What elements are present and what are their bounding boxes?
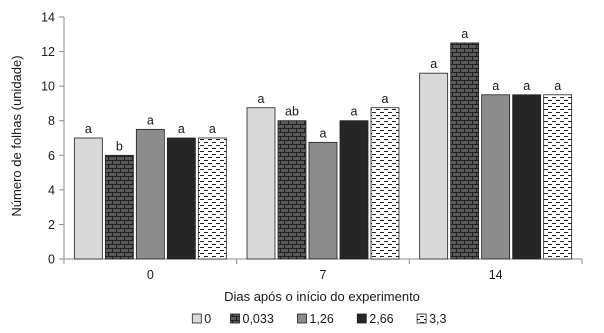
legend-swatch [297, 313, 307, 324]
bar [104, 154, 134, 260]
y-tick-label: 2 [48, 218, 55, 232]
significance-letter: a [554, 79, 561, 93]
bar-series-group [73, 42, 573, 260]
bar [277, 120, 307, 260]
x-tick-label: 7 [320, 268, 327, 282]
y-tick-label: 6 [48, 149, 55, 163]
y-axis-ticks: 0 2 4 6 8 10 12 14 [41, 11, 64, 267]
bar [135, 128, 165, 260]
significance-letter: ab [285, 105, 299, 119]
bar [512, 94, 542, 260]
bar [419, 72, 449, 260]
significance-letter: a [258, 92, 265, 106]
legend-swatch [356, 313, 367, 324]
y-tick-label: 12 [41, 45, 55, 59]
legend-label: 3,3 [429, 312, 446, 326]
significance-letter: a [320, 126, 327, 140]
x-tick-label: 0 [147, 268, 154, 282]
y-axis-title: Número de folhas (unidade) [9, 55, 24, 216]
significance-letter: a [147, 113, 154, 127]
significance-letter: b [116, 139, 123, 153]
significance-letter: a [492, 79, 499, 93]
x-tick-label: 14 [489, 268, 503, 282]
significance-letter: a [461, 27, 468, 41]
x-axis-ticks: 0 7 14 [63, 259, 583, 282]
significance-letter: a [178, 122, 185, 136]
legend-label: 0 [204, 312, 211, 326]
bar [308, 141, 338, 260]
bar [370, 107, 400, 260]
y-tick-label: 10 [41, 80, 55, 94]
bar [246, 107, 276, 260]
bar [166, 137, 196, 260]
legend-swatch [191, 313, 202, 324]
x-axis-title: Dias após o início do experimento [224, 289, 420, 304]
legend-label: 1,26 [310, 312, 334, 326]
bar [197, 137, 227, 260]
legend-swatch [230, 313, 240, 324]
bar [543, 94, 573, 260]
legend-swatch [416, 313, 427, 324]
significance-letter: a [382, 92, 389, 106]
y-tick-label: 4 [48, 183, 55, 197]
significance-letter: a [430, 57, 437, 71]
legend-label: 0,033 [243, 312, 274, 326]
y-tick-label: 0 [48, 253, 55, 267]
significance-letter: a [85, 122, 92, 136]
bar [73, 137, 103, 260]
bar [339, 120, 369, 260]
y-tick-label: 8 [48, 114, 55, 128]
legend: 0 0,033 1,26 2,66 3,3 [191, 312, 447, 326]
legend-label: 2,66 [369, 312, 393, 326]
significance-letter: a [351, 105, 358, 119]
bar [450, 42, 480, 260]
bar [481, 94, 511, 260]
significance-letter: a [209, 122, 216, 136]
y-tick-label: 14 [41, 11, 55, 25]
significance-letter: a [523, 79, 530, 93]
